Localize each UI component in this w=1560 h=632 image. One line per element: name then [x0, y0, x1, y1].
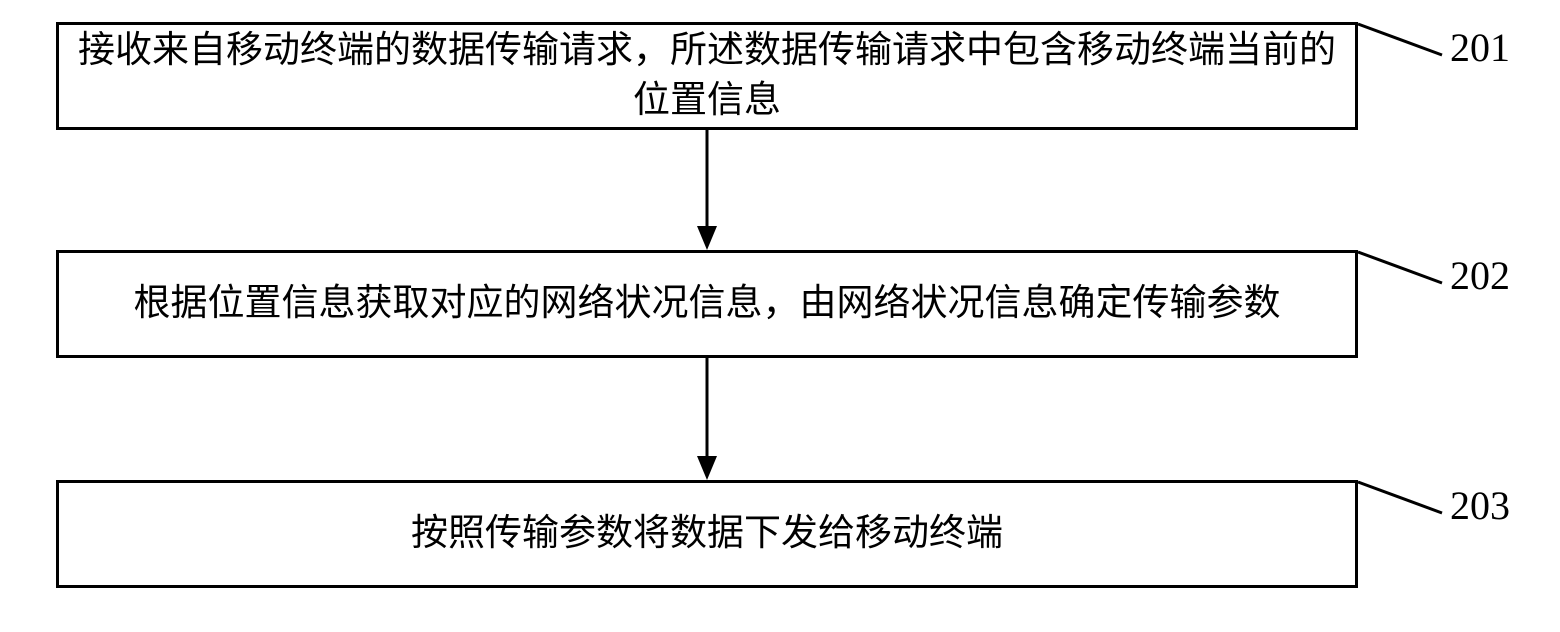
flow-step-203-text: 按照传输参数将数据下发给移动终端: [59, 509, 1355, 559]
flow-step-203: 按照传输参数将数据下发给移动终端: [56, 480, 1358, 588]
ref-label-201: 201: [1450, 24, 1510, 71]
flow-step-201: 接收来自移动终端的数据传输请求，所述数据传输请求中包含移动终端当前的位置信息: [56, 22, 1358, 130]
ref-label-203: 203: [1450, 482, 1510, 529]
flow-step-201-text: 接收来自移动终端的数据传输请求，所述数据传输请求中包含移动终端当前的位置信息: [59, 26, 1355, 126]
ref-label-202: 202: [1450, 252, 1510, 299]
flow-step-202: 根据位置信息获取对应的网络状况信息，由网络状况信息确定传输参数: [56, 250, 1358, 358]
flow-step-202-text: 根据位置信息获取对应的网络状况信息，由网络状况信息确定传输参数: [59, 279, 1355, 329]
flowchart-canvas: 接收来自移动终端的数据传输请求，所述数据传输请求中包含移动终端当前的位置信息 根…: [0, 0, 1560, 632]
